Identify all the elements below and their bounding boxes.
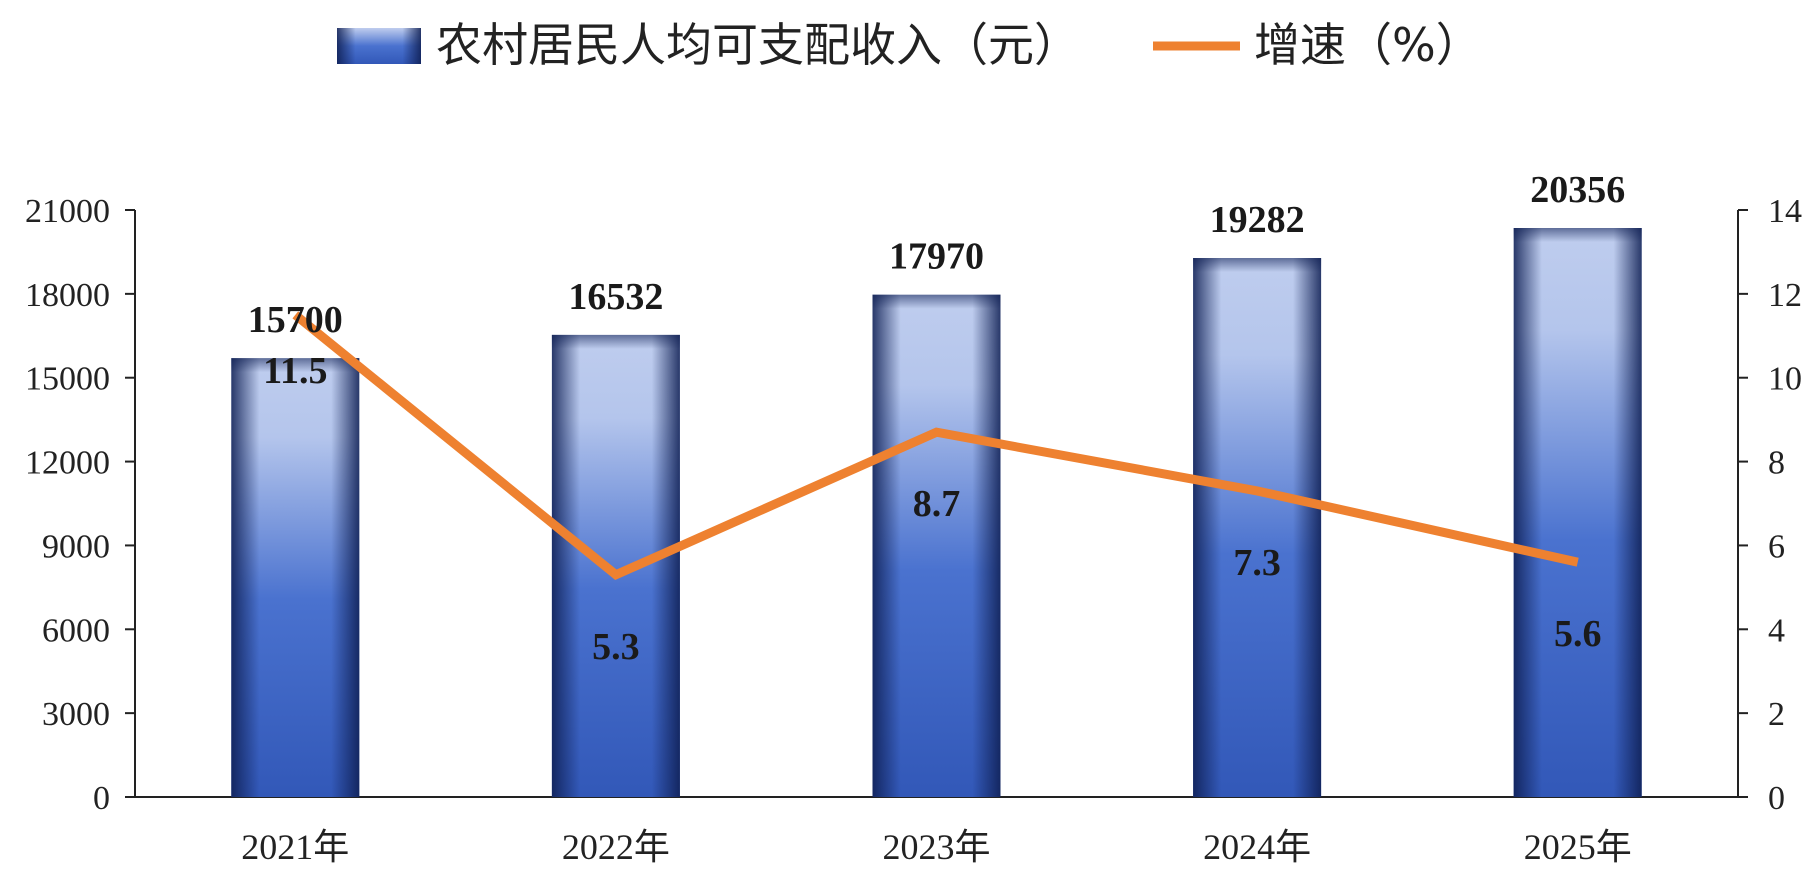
y-right-tick-label: 2 xyxy=(1768,696,1785,733)
x-tick-label: 2022年 xyxy=(562,827,670,867)
data-labels: 15700 16532 17970 19282 20356 11.5 5.3 8.7 7.3 5.… xyxy=(248,169,1625,668)
growth-value-label: 7.3 xyxy=(1233,542,1281,584)
y-left-tick-label: 3000 xyxy=(42,696,110,733)
axes: 0 3000 6000 9000 12000 15000 18000 21000 0 2 4 6 8 10… xyxy=(25,193,1802,867)
growth-value-label: 5.3 xyxy=(592,626,640,668)
y-right-tick-label: 8 xyxy=(1768,445,1785,482)
bars xyxy=(231,228,1642,797)
y-left-tick-label: 21000 xyxy=(25,193,110,230)
y-left-tick-label: 18000 xyxy=(25,277,110,314)
y-left-tick-label: 12000 xyxy=(25,445,110,482)
bar-top-shade xyxy=(1193,258,1322,273)
legend-line-label: 增速（%） xyxy=(1254,18,1482,72)
bar-side-shade xyxy=(551,334,680,797)
bar-value-label: 20356 xyxy=(1530,169,1625,211)
legend-bar-swatch-shade xyxy=(337,28,421,64)
y-right-tick-label: 14 xyxy=(1768,193,1802,230)
growth-line-path xyxy=(292,311,1579,581)
growth-value-label: 8.7 xyxy=(913,483,961,525)
x-tick-label: 2025年 xyxy=(1524,827,1632,867)
bar-side-shade xyxy=(231,358,360,797)
bar-top-shade xyxy=(1513,228,1642,243)
bar-top-shade xyxy=(872,294,1001,309)
y-left-tick-label: 15000 xyxy=(25,361,110,398)
x-tick-label: 2024年 xyxy=(1203,827,1311,867)
bar-top-shade xyxy=(551,334,680,349)
y-left-tick-label: 9000 xyxy=(42,528,110,565)
growth-value-label: 11.5 xyxy=(263,350,327,392)
x-tick-label: 2023年 xyxy=(882,827,990,867)
bar-top-shade xyxy=(231,358,360,373)
y-right-tick-label: 10 xyxy=(1768,361,1802,398)
y-right-tick-label: 6 xyxy=(1768,528,1785,565)
y-left-tick-label: 6000 xyxy=(42,612,110,649)
y-right-tick-label: 12 xyxy=(1768,277,1802,314)
x-tick-label: 2021年 xyxy=(241,827,349,867)
growth-value-label: 5.6 xyxy=(1554,613,1602,655)
bar-value-label: 15700 xyxy=(248,299,343,341)
bar-value-label: 19282 xyxy=(1210,199,1305,241)
y-right-tick-label: 0 xyxy=(1768,780,1785,817)
bar-side-shade xyxy=(1513,228,1642,797)
growth-line xyxy=(292,311,1579,581)
legend-bar-label: 农村居民人均可支配收入（元） xyxy=(436,18,1080,72)
y-left-tick-label: 0 xyxy=(93,780,110,817)
bar-side-shade xyxy=(1193,258,1322,797)
bar-side-shade xyxy=(872,294,1001,797)
bar-value-label: 17970 xyxy=(889,236,984,278)
y-right-tick-label: 4 xyxy=(1768,612,1785,649)
legend: 农村居民人均可支配收入（元） 增速（%） xyxy=(337,18,1482,72)
bar-value-label: 16532 xyxy=(568,276,663,318)
